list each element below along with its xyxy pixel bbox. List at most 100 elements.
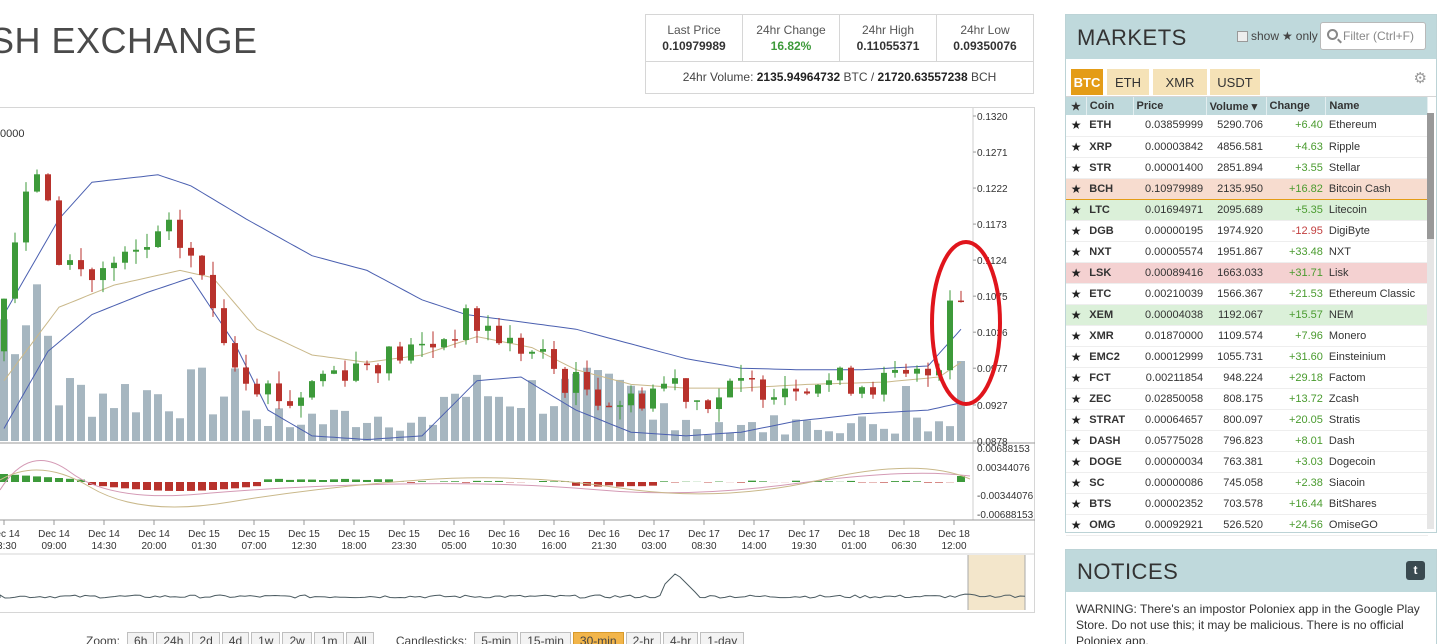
column-header-price[interactable]: Price bbox=[1133, 97, 1207, 115]
zoom-2w-button[interactable]: 2w bbox=[282, 632, 312, 644]
zoom-4d-button[interactable]: 4d bbox=[221, 632, 250, 644]
show-starred-only[interactable]: show ★ only bbox=[1237, 29, 1318, 43]
zoom-1w-button[interactable]: 1w bbox=[251, 632, 281, 644]
market-row-sc[interactable]: ★ SC 0.00000086 745.058 +2.38 Siacoin bbox=[1066, 472, 1428, 494]
star-column-header[interactable]: ★ bbox=[1066, 97, 1087, 115]
markets-scrollbar[interactable] bbox=[1427, 113, 1434, 529]
price-tick-label: 0.1124 bbox=[977, 256, 1007, 267]
candles-4-hr-button[interactable]: 4-hr bbox=[662, 632, 699, 644]
star-icon[interactable]: ★ bbox=[1066, 367, 1087, 389]
name-cell: Siacoin bbox=[1325, 472, 1428, 494]
candles-1-day-button[interactable]: 1-day bbox=[700, 632, 745, 644]
star-icon[interactable]: ★ bbox=[1066, 199, 1087, 221]
zoom-1m-button[interactable]: 1m bbox=[313, 632, 345, 644]
market-row-ltc[interactable]: ★ LTC 0.01694971 2095.689 +5.35 Litecoin bbox=[1066, 199, 1428, 221]
star-icon[interactable]: ★ bbox=[1066, 451, 1087, 473]
star-icon[interactable]: ★ bbox=[1066, 262, 1087, 284]
star-icon[interactable]: ★ bbox=[1066, 115, 1087, 137]
filter-input[interactable]: Filter (Ctrl+F) bbox=[1320, 22, 1426, 50]
volume-bar bbox=[220, 396, 228, 441]
star-icon[interactable]: ★ bbox=[1066, 325, 1087, 347]
candle bbox=[716, 397, 722, 410]
candle bbox=[353, 363, 359, 381]
market-row-bts[interactable]: ★ BTS 0.00002352 703.578 +16.44 BitShares bbox=[1066, 493, 1428, 515]
time-tick-date: Dec 17 bbox=[688, 529, 720, 540]
zoom-options: 6h 24h 2d 4d 1w 2w 1m All bbox=[127, 632, 374, 644]
market-row-eth[interactable]: ★ ETH 0.03859999 5290.706 +6.40 Ethereum bbox=[1066, 115, 1428, 137]
star-icon[interactable]: ★ bbox=[1066, 220, 1087, 242]
zoom-2d-button[interactable]: 2d bbox=[192, 632, 220, 644]
gear-icon[interactable]: ⚙ bbox=[1413, 70, 1427, 87]
volume-bar bbox=[583, 367, 591, 441]
candle bbox=[265, 383, 271, 395]
market-row-etc[interactable]: ★ ETC 0.00210039 1566.367 +21.53 Ethereum Cla… bbox=[1066, 283, 1428, 305]
tab-usdt[interactable]: USDT bbox=[1210, 69, 1260, 95]
tab-eth[interactable]: ETH bbox=[1107, 69, 1149, 95]
market-row-xmr[interactable]: ★ XMR 0.01870000 1109.574 +7.96 Monero bbox=[1066, 325, 1428, 347]
market-row-xrp[interactable]: ★ XRP 0.00003842 4856.581 +4.63 Ripple bbox=[1066, 136, 1428, 158]
column-header-name[interactable]: Name bbox=[1325, 97, 1428, 115]
scrollbar-thumb[interactable] bbox=[1427, 113, 1434, 239]
market-row-lsk[interactable]: ★ LSK 0.00089416 1663.033 +31.71 Lisk bbox=[1066, 262, 1428, 284]
column-header-volume[interactable]: Volume ▾ bbox=[1206, 97, 1267, 115]
macd-bar bbox=[902, 480, 910, 482]
star-icon[interactable]: ★ bbox=[1066, 346, 1087, 368]
star-icon[interactable]: ★ bbox=[1066, 472, 1087, 494]
column-header-change[interactable]: Change bbox=[1266, 97, 1327, 115]
candles-30-min-button[interactable]: 30-min bbox=[572, 632, 624, 644]
star-icon[interactable]: ★ bbox=[1066, 409, 1087, 431]
starred-only-checkbox[interactable] bbox=[1237, 30, 1248, 42]
volume-bar bbox=[924, 431, 932, 441]
star-icon[interactable]: ★ bbox=[1066, 241, 1087, 263]
market-row-str[interactable]: ★ STR 0.00001400 2851.894 +3.55 Stellar bbox=[1066, 157, 1428, 179]
market-row-strat[interactable]: ★ STRAT 0.00064657 800.097 +20.05 Stratis bbox=[1066, 409, 1428, 431]
star-icon[interactable]: ★ bbox=[1066, 283, 1087, 305]
zoom-24h-button[interactable]: 24h bbox=[156, 632, 191, 644]
tab-btc[interactable]: BTC bbox=[1071, 69, 1103, 95]
candles-5-min-button[interactable]: 5-min bbox=[474, 632, 519, 644]
market-row-nxt[interactable]: ★ NXT 0.00005574 1951.867 +33.48 NXT bbox=[1066, 241, 1428, 263]
star-icon[interactable]: ★ bbox=[1066, 493, 1087, 515]
star-icon[interactable]: ★ bbox=[1066, 514, 1087, 536]
column-header-coin[interactable]: Coin bbox=[1086, 97, 1134, 115]
high-stat: 24hr High 0.11055371 bbox=[840, 15, 937, 61]
candles-2-hr-button[interactable]: 2-hr bbox=[625, 632, 661, 644]
market-row-dash[interactable]: ★ DASH 0.05775028 796.823 +8.01 Dash bbox=[1066, 430, 1428, 452]
star-icon[interactable]: ★ bbox=[1066, 430, 1087, 452]
chart-canvas[interactable]: 0000 0.1320 0.1271 0.1222 0.1173 0.1124 0.1075… bbox=[0, 108, 1035, 614]
price-chart[interactable]: 0000 0.1320 0.1271 0.1222 0.1173 0.1124 0.1075… bbox=[0, 107, 1035, 613]
market-row-emc2[interactable]: ★ EMC2 0.00012999 1055.731 +31.60 Einsteinium bbox=[1066, 346, 1428, 368]
star-icon[interactable]: ★ bbox=[1066, 304, 1087, 326]
change-cell: +3.03 bbox=[1266, 451, 1326, 473]
time-tick-date: Dec 14 bbox=[0, 529, 20, 540]
volume-bar bbox=[935, 421, 943, 441]
market-row-doge[interactable]: ★ DOGE 0.00000034 763.381 +3.03 Dogecoin bbox=[1066, 451, 1428, 473]
time-tick-date: Dec 16 bbox=[438, 529, 470, 540]
volume-stat: 24hr Volume: 2135.94964732 BTC / 21720.6… bbox=[646, 62, 1033, 84]
name-cell: Stellar bbox=[1325, 157, 1428, 179]
star-icon[interactable]: ★ bbox=[1066, 177, 1087, 200]
market-row-omg[interactable]: ★ OMG 0.00092921 526.520 +24.56 OmiseGO bbox=[1066, 514, 1428, 536]
candle bbox=[78, 260, 84, 270]
market-row-bch[interactable]: ★ BCH 0.10979989 2135.950 +16.82 Bitcoin Cash bbox=[1066, 177, 1428, 200]
name-cell: Factom bbox=[1325, 367, 1428, 389]
twitter-icon[interactable]: t bbox=[1406, 561, 1425, 580]
market-row-xem[interactable]: ★ XEM 0.00004038 1192.067 +15.57 NEM bbox=[1066, 304, 1428, 326]
tab-xmr[interactable]: XMR bbox=[1153, 69, 1207, 95]
candles-15-min-button[interactable]: 15-min bbox=[520, 632, 571, 644]
candle bbox=[661, 383, 667, 389]
volume-bar bbox=[902, 386, 910, 441]
star-icon[interactable]: ★ bbox=[1066, 157, 1087, 179]
macd-bar bbox=[759, 481, 767, 482]
time-tick-time: 12:30 bbox=[291, 541, 316, 552]
macd-bar bbox=[55, 478, 63, 482]
star-icon[interactable]: ★ bbox=[1066, 388, 1087, 410]
market-row-zec[interactable]: ★ ZEC 0.02850058 808.175 +13.72 Zcash bbox=[1066, 388, 1428, 410]
coin-cell: STRAT bbox=[1086, 409, 1133, 431]
star-icon[interactable]: ★ bbox=[1066, 136, 1087, 158]
coin-cell: BCH bbox=[1086, 177, 1133, 200]
zoom-all-button[interactable]: All bbox=[346, 632, 374, 644]
market-row-fct[interactable]: ★ FCT 0.00211854 948.224 +29.18 Factom bbox=[1066, 367, 1428, 389]
zoom-6h-button[interactable]: 6h bbox=[127, 632, 155, 644]
market-row-dgb[interactable]: ★ DGB 0.00000195 1974.920 -12.95 DigiByte bbox=[1066, 220, 1428, 242]
